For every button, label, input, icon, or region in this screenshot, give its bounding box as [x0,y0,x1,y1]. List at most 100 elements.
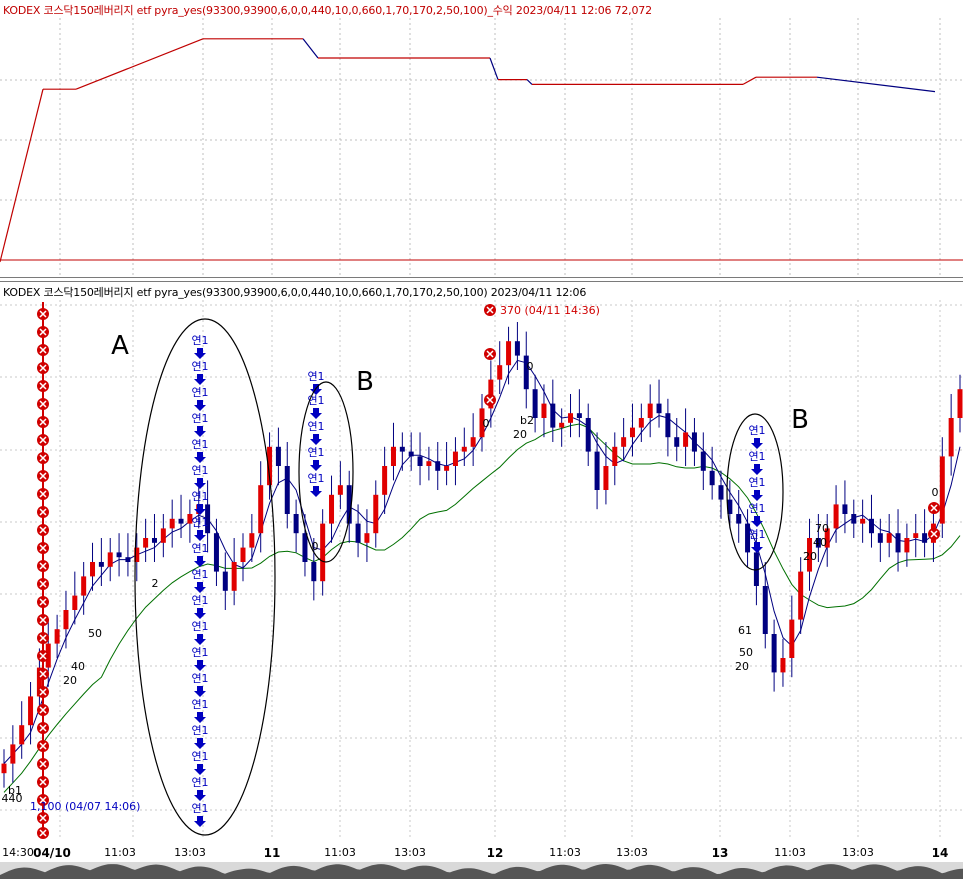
candle-body [718,485,724,500]
exit-signal-x [39,472,47,480]
candle-body [329,494,335,524]
candle-body [98,562,104,567]
candle-body [621,437,627,447]
x-axis-label: 11 [263,846,281,860]
buy-signal-label: 연1 [191,776,208,789]
exit-signal-x [39,724,47,732]
profit-chart [0,18,963,276]
volume-chart [0,864,963,879]
high-annotation: 370 (04/11 14:36) [500,304,600,317]
candle-body [815,538,821,548]
candle-body [736,514,742,524]
candle-body [275,446,281,466]
candle-body [408,451,414,457]
x-axis: 14:30 04/10 11:03 13:03 11 11:03 13:03 12 11:03 1… [0,840,963,862]
candle-body [444,466,450,471]
entry-label: 20 [735,660,749,673]
candle-body [452,451,458,466]
buy-signal-arrow [751,490,763,501]
candle-body [656,403,662,414]
exit-signal-x [39,508,47,516]
entry-label: 0 [932,486,939,499]
candle-body [10,744,16,764]
exit-signal-x [39,382,47,390]
candle-body [311,562,317,582]
exit-signal-x [39,652,47,660]
hand-drawn-ellipse [134,318,276,836]
candle-body [28,696,34,726]
candle-body [426,461,432,466]
buy-signal-label: 연1 [191,724,208,737]
buy-signal-label: 연1 [191,516,208,529]
candle-body [435,461,441,471]
entry-label: 0 [483,417,490,430]
candle-body [532,389,538,418]
buy-signal-arrow [194,582,206,593]
entry-label: 40 [71,660,85,673]
entry-label: 440 [2,792,23,805]
candle-body [868,518,874,534]
buy-signal-arrow [194,426,206,437]
candle-body [107,552,113,567]
exit-signal-x [39,454,47,462]
candle-body [54,629,60,644]
buy-signal-arrow [194,530,206,541]
entry-label: 61 [738,624,752,637]
candle-body [187,514,193,524]
candle-body [860,518,866,524]
entry-label: 0 [312,540,319,553]
candle-body [293,514,299,534]
candle-body [612,446,618,466]
x-axis-label: 13:03 [174,846,206,859]
candle-body [81,576,87,596]
candle-body [594,451,600,490]
candle-body [798,571,804,620]
candle-body [302,533,308,562]
exit-signal-x [486,396,494,404]
exit-signal-x [39,436,47,444]
exit-signal-x [39,310,47,318]
candle-body [877,533,883,543]
candle-body [1,763,7,774]
profit-line-segment [816,76,936,93]
buy-signal-arrow [751,516,763,527]
exit-signal-x [930,504,938,512]
buy-signal-label: 연1 [307,394,324,407]
candle-body [417,456,423,466]
buy-signal-arrow [751,542,763,553]
exit-signal-x [39,670,47,678]
x-axis-label: 13 [711,846,729,860]
candle-body [506,341,512,366]
x-axis-label: 11:03 [104,846,136,859]
candle-body [691,432,697,452]
candle-body [249,533,255,548]
candle-body [576,413,582,418]
candle-body [807,538,813,572]
candle-body [134,547,140,562]
exit-signal-x [39,688,47,696]
exit-signal-x [39,346,47,354]
candle-body [355,523,361,543]
candle-body [957,389,963,418]
entry-label: 50 [88,627,102,640]
buy-signal-arrow [194,556,206,567]
buy-signal-arrow [194,608,206,619]
candle-body [674,437,680,447]
exit-signal-x [39,544,47,552]
hand-letter-b: B [356,367,374,397]
candle-body [824,528,830,548]
entry-label: 40 [813,536,827,549]
candle-body [603,466,609,490]
buy-signal-label: 연1 [191,568,208,581]
exit-signal-x [39,706,47,714]
profit-line-segment [742,76,757,85]
buy-signal-arrow [194,738,206,749]
buy-signal-label: 연1 [191,542,208,555]
buy-signal-arrow [194,348,206,359]
buy-signal-label: 연1 [307,420,324,433]
candle-body [523,355,529,390]
exit-signal-x [39,742,47,750]
exit-signal-x [39,814,47,822]
candle-body [851,514,857,524]
buy-signal-arrow [194,764,206,775]
